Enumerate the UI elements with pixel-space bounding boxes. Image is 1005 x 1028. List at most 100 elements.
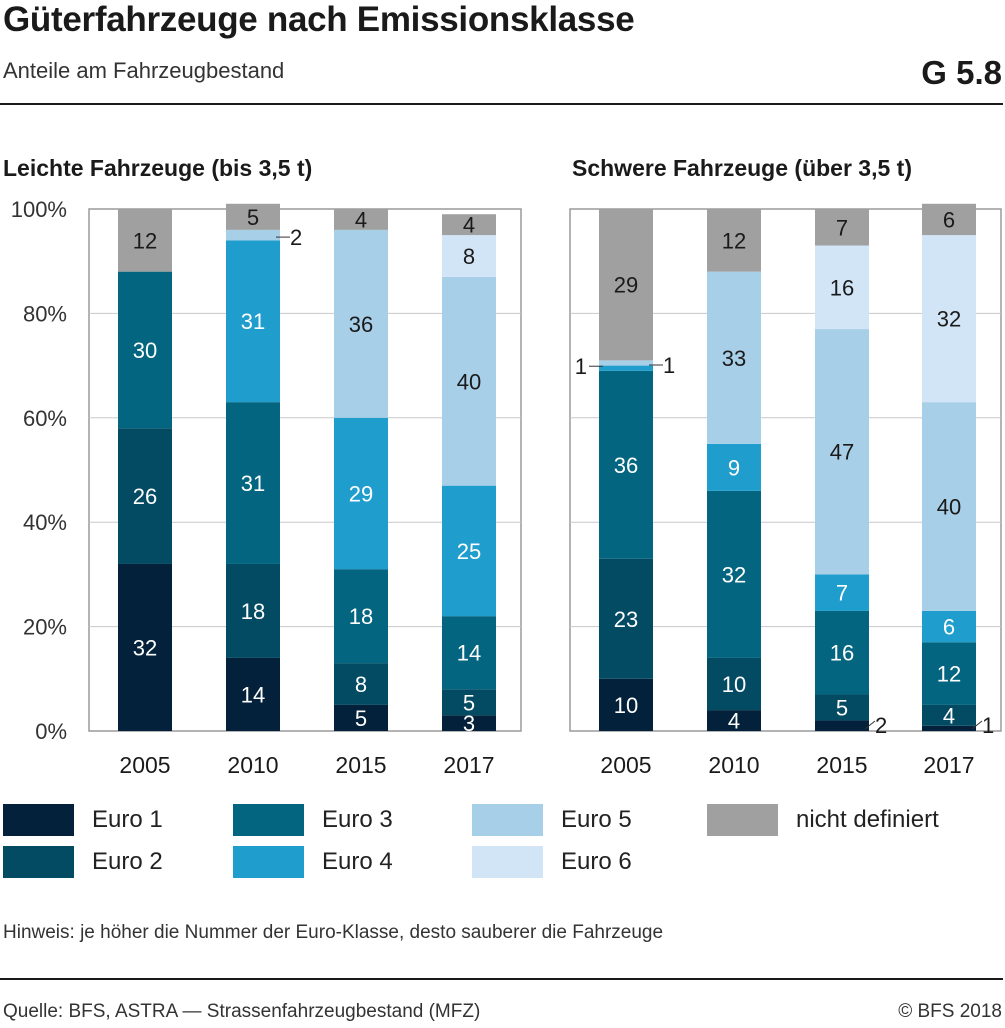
bar-euro-5-2015 [815,329,869,575]
legend-label-euro-1: Euro 1 [92,806,163,833]
y-tick-label: 100% [11,197,67,222]
data-label-euro-1-2015: 5 [355,706,367,731]
data-label-euro-3-2015: 18 [349,604,373,629]
legend-swatch-euro-4 [233,846,304,878]
leader-line [971,720,983,730]
bar-euro-1-2017 [922,725,976,731]
data-label-euro-2-2015: 5 [836,696,848,721]
panel-title: Schwere Fahrzeuge (über 3,5 t) [572,155,912,181]
data-label-euro-3-2017: 12 [937,662,961,687]
bar-euro-5-2015 [334,229,388,418]
x-tick-label: 2010 [708,752,759,778]
panel-1: Leichte Fahrzeuge (bis 3,5 t) 0% 20% 40% 60%… [3,155,522,778]
legend-swatch-euro-3 [233,804,304,836]
y-tick-label: 0% [35,719,67,744]
data-label-euro-4-2015: 7 [836,581,848,606]
bar-euro-2-2017 [442,689,496,716]
data-label-nicht-definiert-2017: 6 [943,207,955,232]
bar-euro-1-2015 [334,704,388,731]
legend-swatch-euro-5 [472,804,543,836]
bar-euro-4-2017 [922,610,976,643]
data-label-euro-5-2010: 2 [290,225,302,250]
bar-euro-5-2017 [922,402,976,611]
legend-label-nicht-definiert: nicht definiert [796,806,939,833]
bar-euro-3-2015 [815,610,869,695]
data-label-euro-5-2017: 40 [937,495,961,520]
x-tick-label: 2015 [335,752,386,778]
data-label-euro-2-2017: 5 [463,690,475,715]
legend-label-euro-5: Euro 5 [561,806,632,833]
bar-euro-1-2010 [707,710,761,731]
bar-euro-5-2010 [707,271,761,444]
graphic-number: G 5.8 [921,54,1002,91]
bar-euro-6-2015 [815,245,869,330]
data-label-euro-3-2010: 31 [241,471,265,496]
bar-euro-2-2005 [118,428,172,564]
data-label-euro-1-2017: 3 [463,711,475,736]
data-label-euro-5-2005: 1 [663,353,675,378]
legend-label-euro-3: Euro 3 [322,806,393,833]
data-label-euro-6-2015: 16 [830,275,854,300]
legend-label-euro-4: Euro 4 [322,848,393,875]
x-tick-label: 2005 [119,752,170,778]
data-label-euro-1-2015: 2 [875,713,887,738]
data-label-euro-1-2005: 10 [614,693,638,718]
x-tick-label: 2005 [600,752,651,778]
legend-swatch-nicht-definiert [707,804,778,836]
y-tick-label: 20% [23,615,67,640]
data-label-euro-2-2005: 23 [614,607,638,632]
bar-euro-3-2017 [922,642,976,705]
y-tick-label: 80% [23,301,67,326]
data-label-nicht-definiert-2017: 4 [463,213,475,238]
bar-nicht-definiert-2017 [922,203,976,236]
data-label-euro-3-2010: 32 [722,562,746,587]
bar-euro-5-2017 [442,276,496,486]
bar-euro-6-2017 [922,235,976,403]
data-label-euro-3-2005: 30 [133,338,157,363]
legend-label-euro-6: Euro 6 [561,848,632,875]
bar-euro-2-2010 [226,563,280,658]
bar-nicht-definiert-2010 [707,209,761,272]
copyright-text: © BFS 2018 [898,1001,1002,1022]
data-label-nicht-definiert-2005: 29 [614,273,638,298]
bar-euro-4-2015 [815,574,869,611]
x-tick-label: 2017 [923,752,974,778]
bar-euro-5-2010 [226,229,280,241]
bar-euro-4-2005 [599,365,653,371]
data-label-euro-4-2015: 29 [349,481,373,506]
bar-euro-1-2005 [599,678,653,731]
bar-nicht-definiert-2017 [442,214,496,236]
data-label-euro-3-2017: 14 [457,641,481,666]
bar-euro-3-2005 [599,370,653,559]
top-rule [0,103,1003,105]
data-label-nicht-definiert-2005: 12 [133,228,157,253]
legend-swatch-euro-1 [3,804,74,836]
leader-line [864,720,876,730]
bar-euro-4-2010 [707,443,761,491]
data-label-euro-4-2010: 9 [728,455,740,480]
bar-euro-1-2015 [815,720,869,731]
data-label-euro-5-2017: 40 [457,369,481,394]
bar-euro-3-2017 [442,616,496,690]
data-label-euro-2-2010: 10 [722,672,746,697]
data-label-euro-2-2015: 8 [355,672,367,697]
bar-nicht-definiert-2005 [599,209,653,361]
bar-euro-2-2010 [707,657,761,711]
data-label-nicht-definiert-2015: 7 [836,215,848,240]
legend-swatch-euro-2 [3,846,74,878]
y-tick-label: 40% [23,510,67,535]
bar-nicht-definiert-2005 [118,209,172,272]
bar-euro-6-2017 [442,235,496,277]
data-label-euro-2-2010: 18 [241,599,265,624]
bar-euro-3-2015 [334,569,388,664]
x-tick-label: 2015 [816,752,867,778]
data-label-euro-4-2010: 31 [241,309,265,334]
bar-euro-2-2005 [599,558,653,679]
bar-nicht-definiert-2015 [815,209,869,246]
bottom-rule [0,978,1003,980]
data-label-euro-1-2010: 14 [241,682,265,707]
chart-note: Hinweis: je höher die Nummer der Euro-Kl… [3,922,664,943]
data-label-euro-4-2017: 25 [457,539,481,564]
data-label-euro-5-2015: 36 [349,312,373,337]
data-label-nicht-definiert-2015: 4 [355,207,367,232]
